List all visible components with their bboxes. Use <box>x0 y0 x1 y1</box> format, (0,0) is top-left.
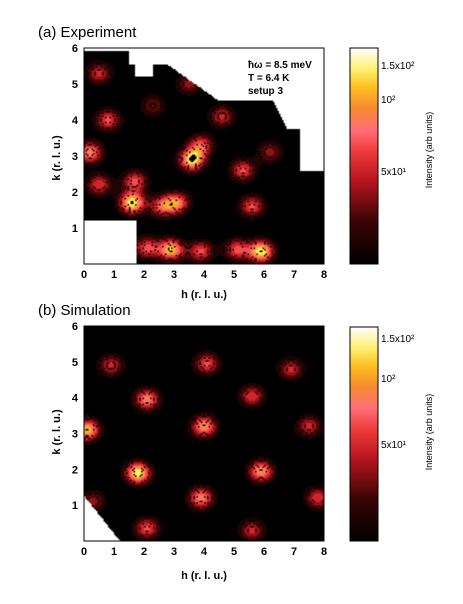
panel-b-y-tick-label: 6 <box>72 321 78 333</box>
panel-b-y-tick-label: 3 <box>72 429 78 441</box>
panel-a-x-axis-label: h (r. l. u.) <box>181 289 227 301</box>
panel-b-x-tick-label: 6 <box>261 546 267 558</box>
panel-b-y-tick-label: 5 <box>72 357 78 369</box>
panel-a-y-tick-label: 6 <box>72 43 78 55</box>
panel-a-x-tick-label: 7 <box>291 269 297 281</box>
panel-b-x-tick-label: 7 <box>291 546 297 558</box>
panel-a-annotation-energy: ħω = 8.5 meV <box>248 60 312 71</box>
panel-a-x-tick-label: 5 <box>231 269 237 281</box>
panel-a-y-tick-label: 1 <box>72 223 78 235</box>
panel-b-y-tick-label: 4 <box>72 393 79 405</box>
panel-a-colorbar-tick-50: 5x10¹ <box>381 167 407 178</box>
panel-b-y-ticks: 1 2 3 4 5 6 <box>72 321 79 512</box>
panel-a-annotation-temperature: T = 6.4 K <box>248 73 290 84</box>
panel-a-plot <box>83 47 325 265</box>
panel-b-colorbar: 1.5x10² 10² 5x10¹ Intensity (arb units) <box>349 326 434 542</box>
panel-a-x-tick-label: 1 <box>111 269 117 281</box>
panel-a-y-tick-label: 3 <box>72 151 78 163</box>
panel-a-x-tick-label: 6 <box>261 269 267 281</box>
panel-b-x-tick-label: 4 <box>201 546 208 558</box>
panel-a-x-tick-label: 2 <box>141 269 147 281</box>
panel-b-x-tick-label: 0 <box>81 546 87 558</box>
panel-b-x-tick-label: 5 <box>231 546 237 558</box>
panel-b-x-axis-label: h (r. l. u.) <box>181 570 227 582</box>
panel-a-colorbar-tick-100: 10² <box>381 95 396 106</box>
panel-a-x-tick-label: 4 <box>201 269 208 281</box>
panel-b-frame <box>83 325 325 542</box>
panel-b-y-tick-label: 2 <box>72 464 78 476</box>
panel-b-plot <box>83 325 325 542</box>
panel-a-y-tick-label: 2 <box>72 187 78 199</box>
panel-a-colorbar-label: Intensity (arb units) <box>424 112 434 189</box>
panel-a-title: (a) Experiment <box>38 24 137 41</box>
panel-a-y-tick-label: 4 <box>72 115 79 127</box>
panel-b-colorbar-label: Intensity (arb units) <box>424 394 434 471</box>
panel-a-x-tick-label: 0 <box>81 269 87 281</box>
panel-b-colorbar-scale <box>349 326 379 542</box>
panel-b-y-axis-label: k (r. l. u.) <box>51 409 63 455</box>
panel-a-x-tick-label: 3 <box>171 269 177 281</box>
panel-a-colorbar: 1.5x10² 10² 5x10¹ Intensity (arb units) <box>349 47 434 265</box>
panel-b-x-tick-label: 8 <box>321 546 327 558</box>
panel-b-colorbar-tick-100: 10² <box>381 374 396 385</box>
panel-b-colorbar-tick-150: 1.5x10² <box>381 334 415 345</box>
panel-b-x-ticks: 0 1 2 3 4 5 6 7 8 <box>81 546 327 558</box>
panel-a-y-axis-label: k (r. l. u.) <box>51 135 63 181</box>
panel-b-y-tick-label: 1 <box>72 500 78 512</box>
panel-b-colorbar-tick-50: 5x10¹ <box>381 440 407 451</box>
panel-a-annotation-setup: setup 3 <box>248 86 283 97</box>
panel-a-frame <box>83 47 325 265</box>
panel-a-x-ticks: 0 1 2 3 4 5 6 7 8 <box>81 269 327 281</box>
panel-b-x-tick-label: 3 <box>171 546 177 558</box>
panel-b-x-tick-label: 1 <box>111 546 117 558</box>
panel-b-x-tick-label: 2 <box>141 546 147 558</box>
panel-b-title: (b) Simulation <box>38 302 131 319</box>
panel-a-colorbar-scale <box>349 47 379 265</box>
panel-a-y-tick-label: 5 <box>72 79 78 91</box>
panel-a-x-tick-label: 8 <box>321 269 327 281</box>
panel-a-colorbar-tick-150: 1.5x10² <box>381 61 415 72</box>
panel-a-heatmap <box>84 48 324 264</box>
panel-b-heatmap <box>84 326 324 541</box>
panel-a-y-ticks: 1 2 3 4 5 6 <box>72 43 79 235</box>
